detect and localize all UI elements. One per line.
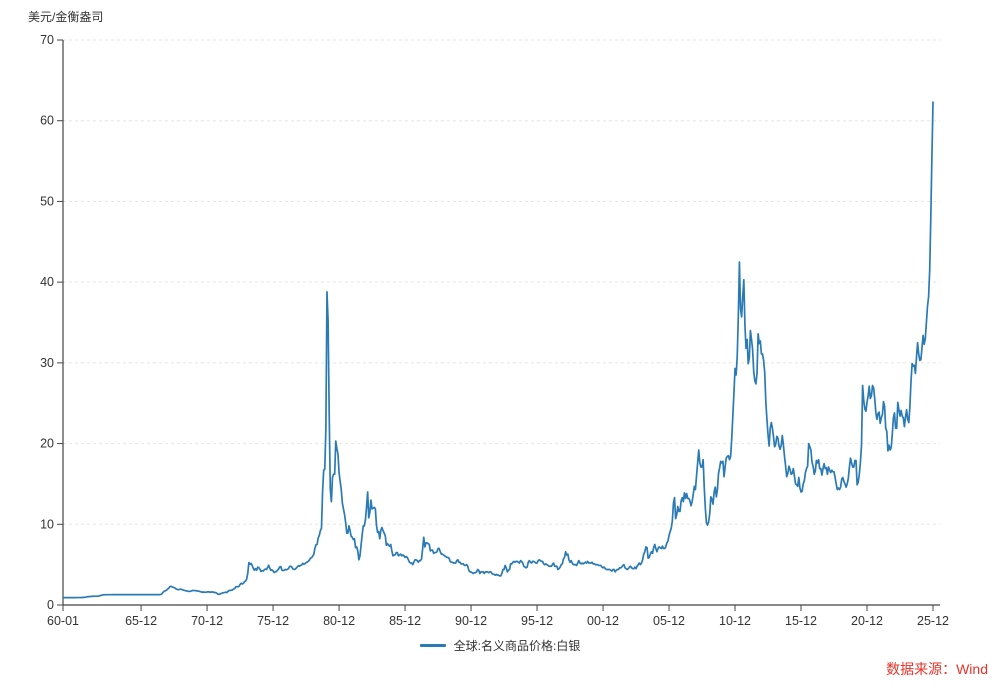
x-tick-label: 95-12 [521,614,553,628]
x-tick-label: 15-12 [785,614,817,628]
x-tick-label: 90-12 [455,614,487,628]
x-tick-label: 70-12 [191,614,223,628]
y-tick-label: 70 [40,33,54,47]
x-tick-label: 10-12 [719,614,751,628]
x-tick-label: 65-12 [125,614,157,628]
x-tick-label: 75-12 [257,614,289,628]
price-line-series [62,101,934,599]
y-tick-label: 50 [40,194,54,208]
x-tick-label: 20-12 [851,614,883,628]
x-tick-label: 25-12 [917,614,949,628]
data-source-label: 数据来源：Wind [886,661,988,677]
y-tick-label: 30 [40,356,54,370]
chart-legend[interactable]: 全球:名义商品价格:白银 [0,637,1000,654]
y-tick-label: 0 [47,598,54,612]
x-tick-label: 00-12 [587,614,619,628]
y-axis-unit-label: 美元/金衡盎司 [28,10,104,24]
y-tick-label: 40 [40,275,54,289]
legend-series-label: 全球:名义商品价格:白银 [453,639,581,653]
x-tick-label: 05-12 [653,614,685,628]
y-tick-label: 60 [40,114,54,128]
x-tick-label: 60-01 [47,614,79,628]
x-tick-label: 80-12 [323,614,355,628]
legend-line-swatch-icon [419,644,446,647]
y-tick-label: 20 [40,437,54,451]
y-tick-label: 10 [40,517,54,531]
x-tick-label: 85-12 [389,614,421,628]
